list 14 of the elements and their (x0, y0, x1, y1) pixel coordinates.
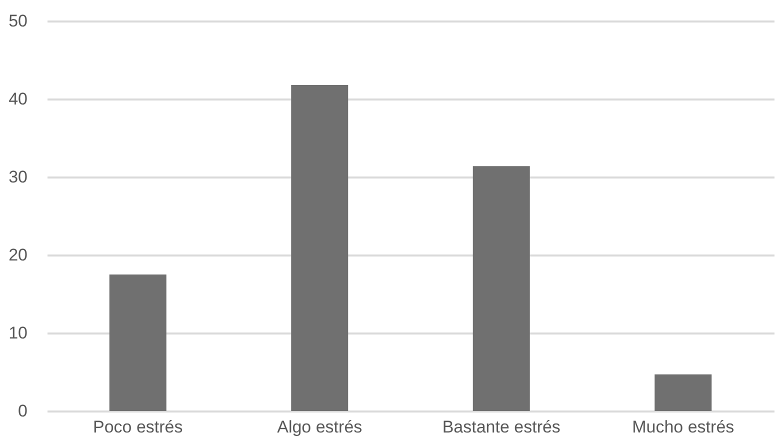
y-tick-label: 30 (8, 168, 28, 186)
bar (109, 274, 166, 411)
x-tick-label: Mucho estrés (632, 418, 734, 436)
x-tick-label: Bastante estrés (442, 418, 560, 436)
y-tick-label: 0 (18, 402, 28, 420)
y-tick-label: 10 (8, 324, 28, 342)
bar (654, 374, 712, 411)
y-tick-label: 40 (8, 90, 28, 108)
x-tick-label: Poco estrés (92, 418, 183, 436)
bar (472, 166, 530, 411)
y-tick-label: 20 (8, 246, 28, 264)
x-tick-label: Algo estrés (277, 418, 362, 436)
bar (291, 84, 348, 411)
y-tick-label: 50 (8, 12, 28, 30)
